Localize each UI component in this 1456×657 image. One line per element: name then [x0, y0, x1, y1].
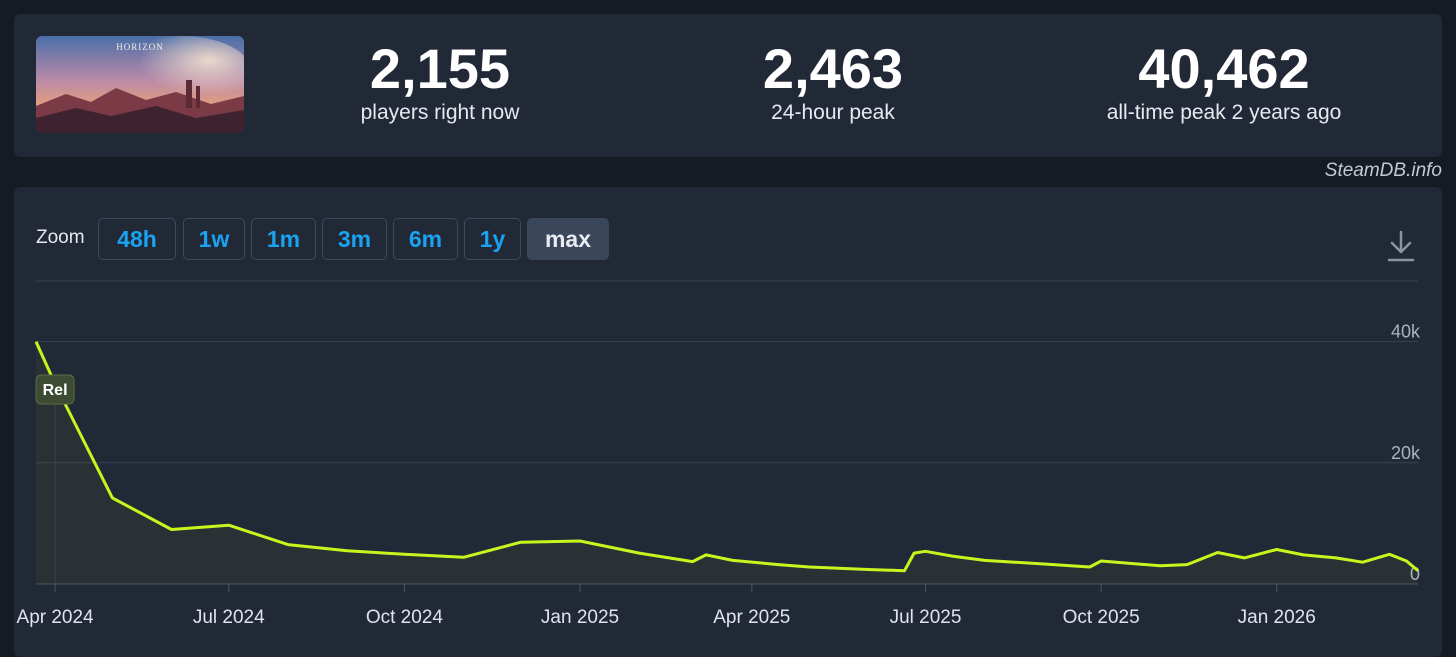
game-thumbnail[interactable]: HORIZON: [36, 36, 244, 133]
y-tick-label: 0: [1410, 564, 1420, 584]
x-tick-label: Jan 2025: [541, 607, 619, 628]
steamdb-watermark: SteamDB.info: [1324, 160, 1442, 181]
svg-text:HORIZON: HORIZON: [116, 42, 164, 52]
zoom-1y-button[interactable]: 1y: [464, 218, 521, 260]
release-flag: [35, 374, 75, 405]
player-count-chart: 0 20k 40k Apr 2024 Jul 2024 Oct 2024 Jan 2025 A…: [17, 280, 1421, 628]
zoom-1m-button[interactable]: 1m: [251, 218, 316, 260]
zoom-3m-button[interactable]: 3m: [322, 218, 387, 260]
stat-players-now: 2,155 players right now: [280, 38, 600, 126]
x-tick-label: Apr 2024: [17, 607, 95, 628]
zoom-max-button[interactable]: max: [527, 218, 609, 260]
series-area: [36, 341, 1418, 584]
all-time-peak-label: all-time peak 2 years ago: [1106, 101, 1342, 124]
zoom-6m-button[interactable]: 6m: [393, 218, 458, 260]
zoom-48h-button[interactable]: 48h: [98, 218, 176, 260]
x-tick-label: Oct 2024: [366, 607, 444, 628]
series-line: [34, 340, 1419, 573]
game-key-art-image: HORIZON: [36, 36, 244, 133]
y-tick-label: 20k: [1391, 443, 1421, 463]
all-time-peak-value: 40,462: [1138, 37, 1310, 100]
stats-panel: HORIZON 2,155 players right now 2,463 24…: [14, 14, 1442, 157]
download-icon[interactable]: [1386, 229, 1416, 263]
zoom-1w-button[interactable]: 1w: [183, 218, 245, 260]
x-tick-label: Jan 2026: [1238, 607, 1316, 628]
peak-24h-label: 24-hour peak: [771, 101, 895, 124]
stat-all-time-peak: 40,462 all-time peak 2 years ago: [1064, 38, 1384, 126]
players-now-label: players right now: [360, 101, 520, 124]
zoom-label: Zoom: [36, 227, 85, 248]
chart-panel: 0 20k 40k Apr 2024 Jul 2024 Oct 2024 Jan 2025 A…: [14, 187, 1442, 657]
players-now-value: 2,155: [369, 37, 511, 100]
x-tick-label: Jul 2025: [890, 607, 962, 628]
y-tick-label: 40k: [1391, 322, 1421, 342]
stat-24h-peak: 2,463 24-hour peak: [673, 38, 993, 126]
release-flag-label: Rel: [43, 382, 68, 399]
x-tick-label: Jul 2024: [193, 607, 265, 628]
x-tick-label: Oct 2025: [1063, 607, 1140, 628]
x-tick-label: Apr 2025: [713, 607, 790, 628]
peak-24h-value: 2,463: [762, 37, 904, 100]
